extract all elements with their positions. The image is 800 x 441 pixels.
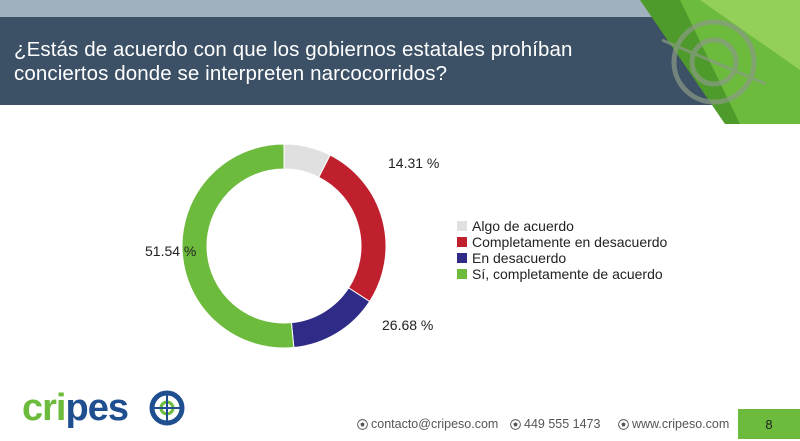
donut-slice-3 [290, 287, 371, 349]
legend-swatch [457, 253, 467, 263]
phone-text: 449 555 1473 [524, 417, 601, 431]
donut-slice-4 [181, 143, 295, 349]
legend-item: Algo de acuerdo [457, 218, 667, 234]
slice-value-label: 51.54 % [145, 243, 196, 259]
legend-item: Sí, completamente de acuerdo [457, 266, 667, 282]
top-strip [0, 0, 800, 17]
legend-label: Completamente en desacuerdo [472, 234, 668, 250]
legend-label: Sí, completamente de acuerdo [472, 266, 663, 282]
email-text[interactable]: contacto@cripeso.com [371, 417, 499, 431]
corner-decoration [640, 0, 800, 124]
legend-label: Algo de acuerdo [472, 218, 574, 234]
legend-swatch [457, 237, 467, 247]
target-watermark-icon [661, 19, 767, 105]
page-title: ¿Estás de acuerdo con que los gobiernos … [14, 38, 573, 85]
page-number: 8 [738, 409, 800, 439]
soccer-ball-icon [510, 418, 521, 430]
legend-swatch [457, 221, 467, 231]
target-o-icon [149, 390, 185, 426]
legend-label: En desacuerdo [472, 250, 567, 266]
chart-legend: Algo de acuerdo Completamente en desacue… [457, 218, 667, 282]
slice-value-label: 26.68 % [382, 317, 433, 333]
website-text[interactable]: www.cripeso.com [632, 417, 730, 431]
legend-item: En desacuerdo [457, 250, 667, 266]
slice-value-label: 14.31 % [388, 155, 439, 171]
donut-chart: 26.68 % 14.31 % 51.54 % [145, 143, 439, 349]
soccer-ball-icon [618, 418, 629, 430]
legend-swatch [457, 269, 467, 279]
footer-email: contacto@cripeso.com [357, 417, 498, 431]
svg-text:cripes: cripes [22, 387, 128, 429]
footer-phone: 449 555 1473 [510, 417, 600, 431]
footer: contacto@cripeso.com 449 555 1473 www.cr… [0, 409, 800, 439]
cripeso-logo: cripes [22, 387, 185, 429]
donut-slice-2 [318, 154, 387, 303]
footer-website: www.cripeso.com [618, 417, 729, 431]
legend-item: Completamente en desacuerdo [457, 234, 667, 250]
soccer-ball-icon [357, 418, 368, 430]
